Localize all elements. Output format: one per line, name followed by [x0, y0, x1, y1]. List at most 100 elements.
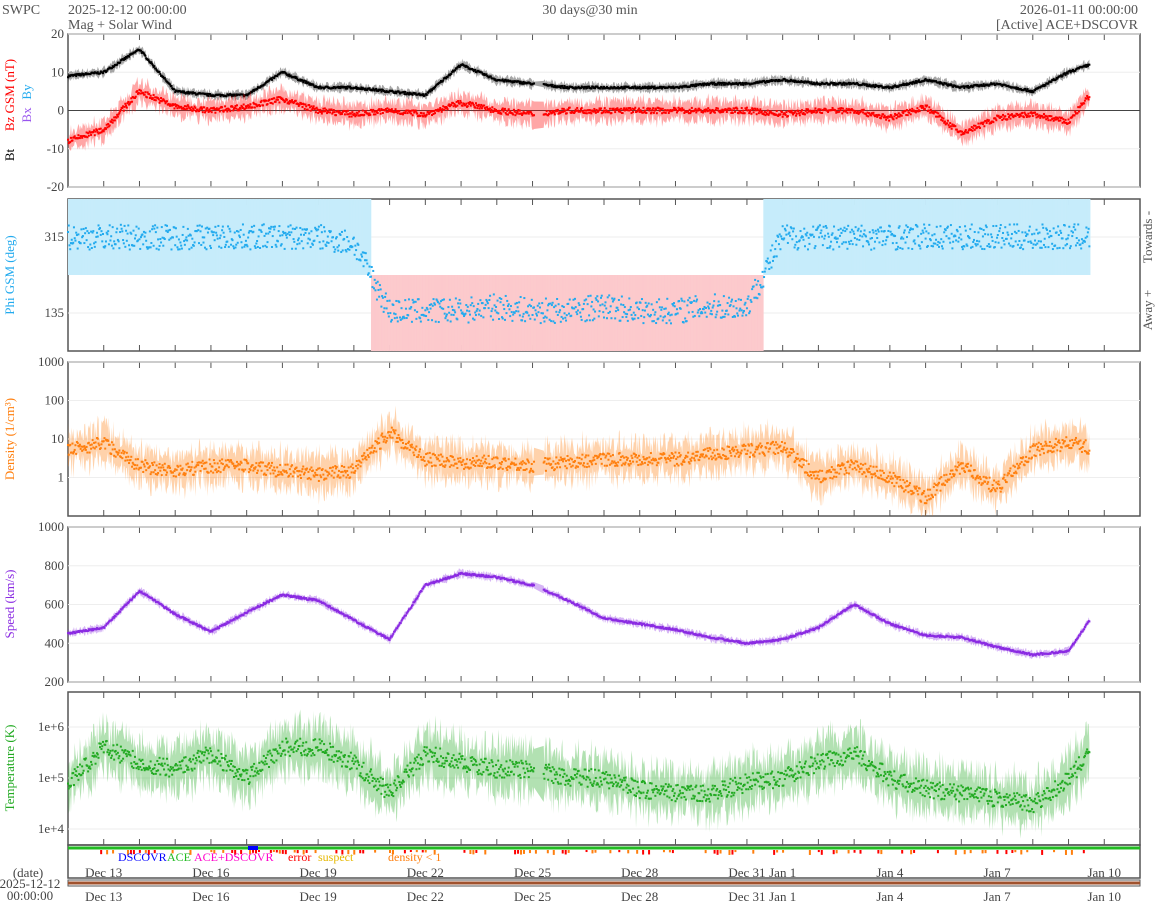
away-shade: [706, 275, 708, 351]
away-shade: [484, 275, 486, 351]
away-shade: [613, 275, 615, 351]
bz-point: [125, 106, 128, 109]
bz-point: [813, 109, 816, 112]
towards-shade: [783, 199, 785, 275]
phi-point: [321, 247, 324, 250]
away-shade: [554, 275, 556, 351]
bz-point: [680, 109, 683, 112]
bz-point: [314, 111, 317, 114]
phi-point: [531, 313, 534, 316]
phi-point: [459, 302, 462, 305]
bt-point: [600, 86, 603, 89]
phi-point: [371, 286, 374, 289]
y-tick-label: -20: [47, 179, 64, 194]
away-shade: [382, 275, 384, 351]
bt-point: [573, 87, 576, 90]
bz-point: [78, 137, 81, 140]
phi-point: [249, 248, 252, 251]
bz-point: [395, 111, 398, 114]
bz-point: [176, 107, 179, 110]
bt-point: [466, 66, 469, 69]
phi-point: [271, 235, 274, 238]
bz-point: [315, 106, 318, 109]
phi-point: [576, 309, 579, 312]
bt-point: [781, 79, 784, 82]
bz-point: [509, 110, 512, 113]
towards-shade: [367, 199, 369, 275]
bt-point: [428, 89, 431, 92]
phi-point: [375, 298, 378, 301]
bz-point: [789, 111, 792, 114]
phi-point: [84, 232, 87, 235]
bt-point: [653, 85, 656, 88]
phi-point: [486, 302, 489, 305]
away-shade: [620, 275, 622, 351]
bt-point: [428, 90, 431, 93]
phi-point: [255, 242, 258, 245]
phi-point: [597, 300, 600, 303]
away-shade: [565, 275, 567, 351]
phi-point: [451, 308, 454, 311]
bt-point: [360, 86, 363, 89]
bz-point: [506, 109, 509, 112]
bz-point: [530, 111, 533, 114]
towards-shade: [790, 199, 792, 275]
towards-shade: [117, 199, 119, 275]
towards-shade: [872, 199, 874, 275]
towards-shade: [198, 199, 200, 275]
towards-shade: [177, 199, 179, 275]
away-shade: [730, 275, 732, 351]
away-shade: [491, 275, 493, 351]
towards-shade: [770, 199, 772, 275]
towards-shade: [1021, 199, 1023, 275]
phi-point: [368, 265, 371, 268]
bz-point: [1019, 113, 1022, 116]
towards-shade: [88, 199, 90, 275]
towards-shade: [947, 199, 949, 275]
bz-point: [445, 106, 448, 109]
phi-point: [324, 243, 327, 246]
bz-point: [1047, 119, 1050, 122]
away-shade: [609, 275, 611, 351]
towards-shade: [909, 199, 911, 275]
bt-point: [887, 85, 890, 88]
bz-point: [603, 107, 606, 110]
phi-point: [161, 236, 164, 239]
bt-point: [518, 82, 521, 85]
bt-point: [317, 87, 320, 90]
towards-shade: [278, 199, 280, 275]
towards-shade: [787, 199, 789, 275]
bz-point: [276, 96, 279, 99]
bz-point: [804, 113, 806, 116]
bz-point: [891, 116, 894, 119]
phi-point: [332, 236, 335, 239]
bt-point: [81, 72, 84, 75]
bt-point: [1015, 86, 1018, 89]
bz-point: [675, 111, 678, 114]
phi-point: [301, 228, 304, 231]
away-shade: [412, 275, 414, 351]
towards-shade: [1015, 199, 1017, 275]
bt-point: [480, 71, 483, 74]
bt-point: [720, 83, 723, 86]
bt-point: [865, 84, 868, 87]
phi-point: [376, 280, 379, 283]
towards-shade: [855, 199, 857, 275]
away-shade: [376, 275, 378, 351]
phi-point: [480, 314, 483, 317]
away-shade: [400, 275, 402, 351]
bt-point: [163, 77, 166, 80]
towards-shade: [136, 199, 138, 275]
bz-point: [245, 106, 248, 109]
away-shade: [437, 275, 439, 351]
bt-point: [579, 87, 582, 90]
bz-point: [232, 109, 235, 112]
away-shade: [380, 275, 382, 351]
bt-point: [994, 83, 997, 86]
bz-point: [1019, 114, 1022, 117]
bt-point: [923, 79, 926, 82]
bt-point: [843, 83, 846, 86]
bz-point: [157, 98, 160, 101]
phi-point: [611, 297, 614, 300]
bt-point: [641, 85, 644, 88]
